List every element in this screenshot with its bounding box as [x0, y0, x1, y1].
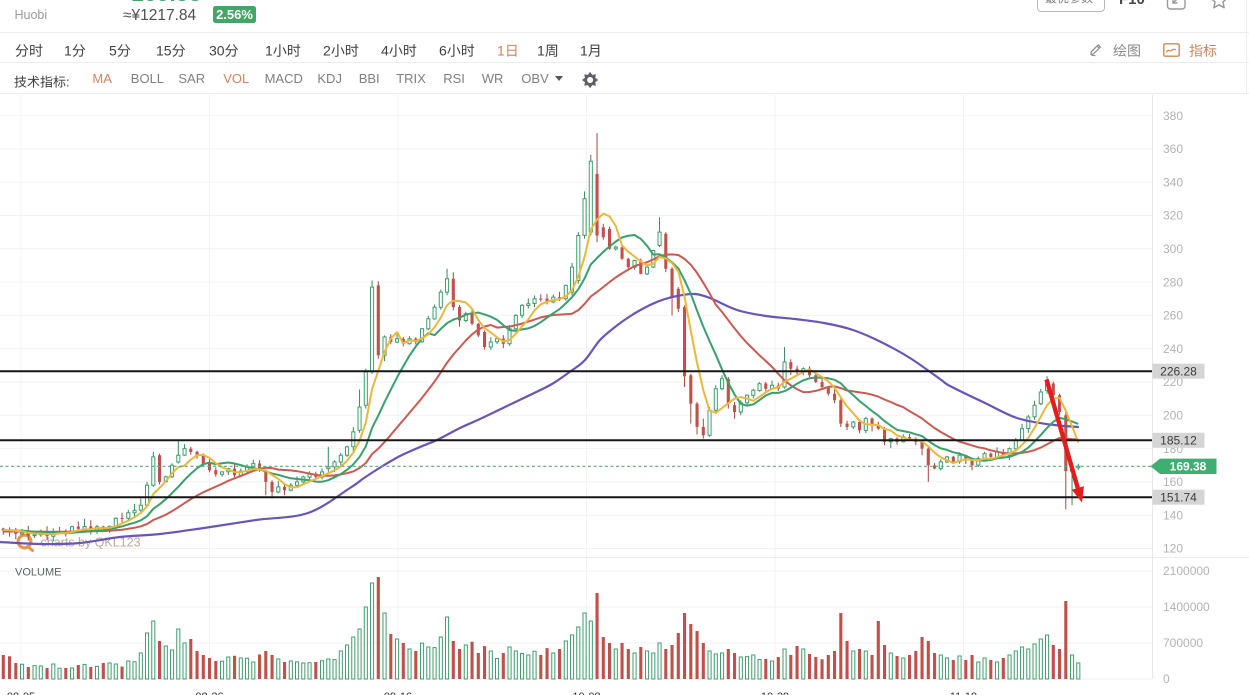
svg-text:2: 2	[323, 42, 331, 58]
svg-text:5: 5	[109, 42, 117, 58]
svg-text:1: 1	[580, 42, 588, 58]
svg-text:140: 140	[1163, 508, 1183, 522]
svg-text:200: 200	[1163, 409, 1183, 423]
svg-text:151.74: 151.74	[1160, 490, 1197, 504]
svg-text:280: 280	[1163, 275, 1183, 289]
svg-text:10-08: 10-08	[572, 691, 600, 695]
svg-text:226.28: 226.28	[1160, 364, 1197, 378]
svg-text:120: 120	[1163, 542, 1183, 556]
svg-text:1400000: 1400000	[1163, 600, 1210, 614]
svg-text:320: 320	[1163, 209, 1183, 223]
svg-text:185.12: 185.12	[1160, 434, 1197, 448]
svg-text::: :	[66, 74, 70, 89]
svg-text:1: 1	[156, 42, 164, 58]
svg-text:700000: 700000	[1163, 636, 1203, 650]
svg-text:08-26: 08-26	[195, 691, 223, 695]
svg-text:260: 260	[1163, 309, 1183, 323]
svg-text:09-16: 09-16	[384, 691, 412, 695]
svg-text:240: 240	[1163, 342, 1183, 356]
svg-text:1: 1	[497, 42, 505, 58]
svg-text:1: 1	[265, 42, 273, 58]
svg-text:3: 3	[209, 42, 217, 58]
svg-text:0: 0	[1163, 672, 1170, 686]
svg-text:360: 360	[1163, 142, 1183, 156]
svg-text:160: 160	[1163, 475, 1183, 489]
svg-text:4: 4	[381, 42, 389, 58]
svg-text:5: 5	[164, 42, 172, 58]
svg-text:0: 0	[217, 42, 225, 58]
svg-text:11-19: 11-19	[950, 691, 977, 695]
svg-text:340: 340	[1163, 175, 1183, 189]
svg-text:1: 1	[64, 42, 72, 58]
svg-text:169.38: 169.38	[1170, 460, 1207, 474]
svg-text:08-05: 08-05	[7, 691, 35, 695]
svg-text:6: 6	[439, 42, 447, 58]
svg-text:VOLUME: VOLUME	[15, 567, 61, 579]
svg-text:1: 1	[537, 42, 545, 58]
svg-text:380: 380	[1163, 109, 1183, 123]
svg-text:2100000: 2100000	[1163, 564, 1210, 578]
svg-text:10-29: 10-29	[761, 691, 789, 695]
svg-text:300: 300	[1163, 242, 1183, 256]
